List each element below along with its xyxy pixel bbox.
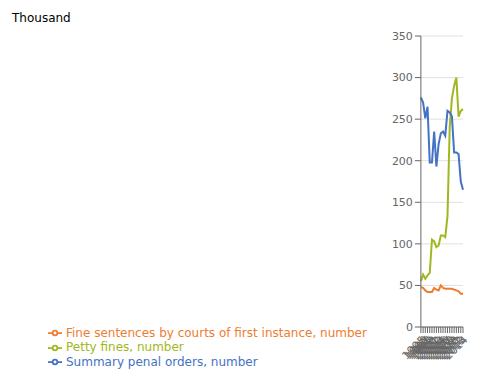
svg-text:0: 0 [406,321,413,334]
svg-text:150: 150 [392,196,413,209]
html-text:Thousand: Thousand [12,11,71,25]
html-text:Fine sentences by courts of fi: Fine sentences by courts of first instan… [66,325,367,340]
html-text:Summary penal orders, number: Summary penal orders, number [66,354,258,369]
svg-text:50: 50 [399,279,413,292]
svg-text:200: 200 [392,155,413,168]
html-text:Petty fines, number: Petty fines, number [66,340,184,354]
svg-text:300: 300 [392,71,413,84]
svg-text:350: 350 [392,30,413,43]
svg-text:100: 100 [392,238,413,251]
svg-text:250: 250 [392,113,413,126]
svg-text:2014: 2014 [442,333,471,362]
